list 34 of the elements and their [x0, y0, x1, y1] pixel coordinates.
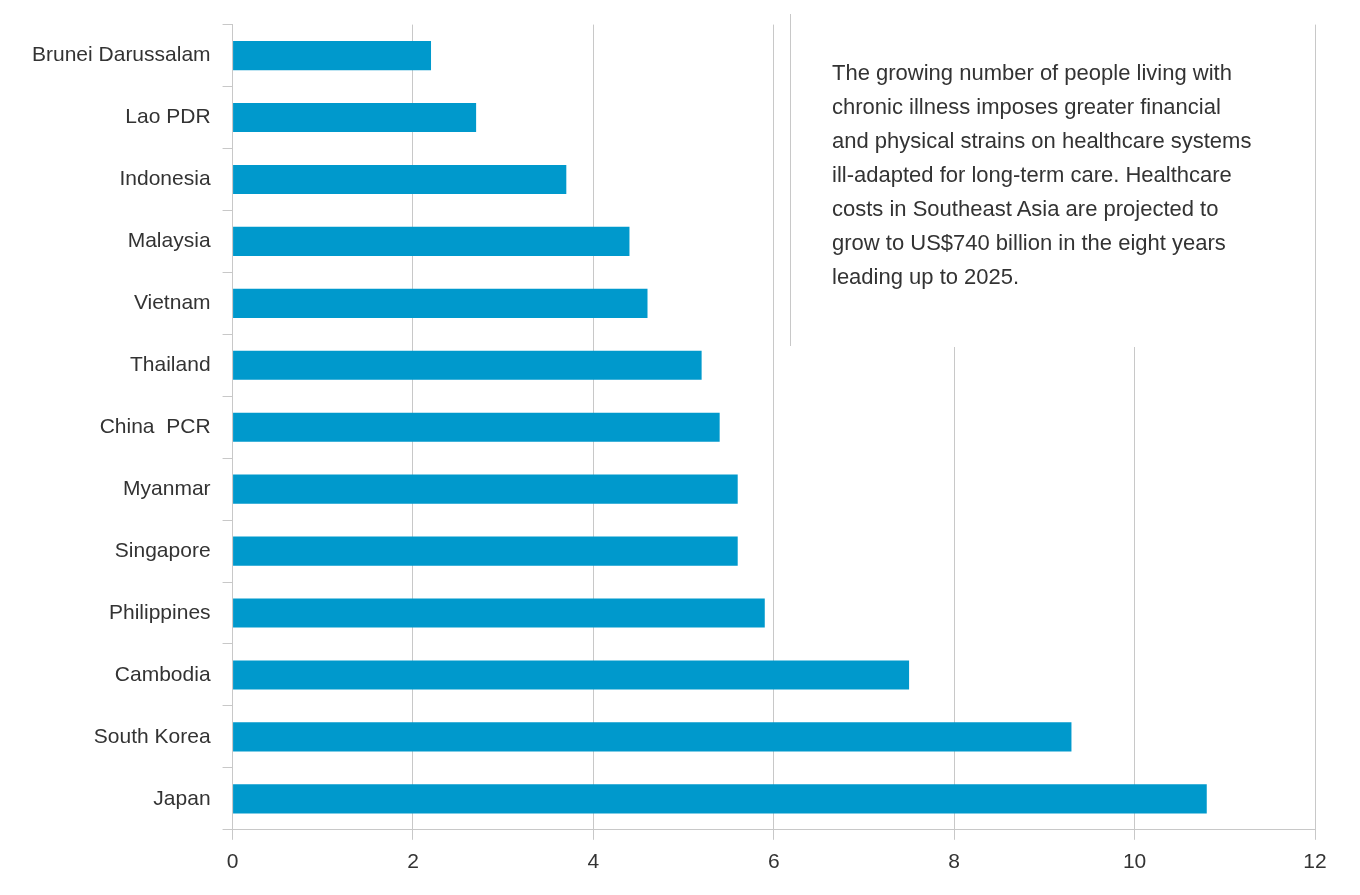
x-tick-label: 8 — [948, 849, 961, 873]
bar — [233, 784, 1207, 814]
bar — [233, 102, 477, 133]
bar — [233, 412, 720, 442]
y-tick-label: Indonesia — [119, 166, 211, 190]
x-tick-label: 4 — [587, 849, 600, 873]
bar — [233, 41, 432, 71]
y-tick-label: Malaysia — [127, 228, 211, 252]
y-tick-label: Cambodia — [114, 661, 211, 685]
y-tick-label: Singapore — [114, 537, 211, 561]
y-tick-label: South Korea — [93, 723, 211, 747]
y-tick-label: Thailand — [130, 352, 211, 376]
y-tick-label: Japan — [153, 785, 211, 809]
bar — [233, 226, 630, 256]
y-tick-label: Brunei Darussalam — [31, 42, 211, 66]
bar — [233, 288, 648, 318]
bar — [233, 660, 910, 690]
bar — [233, 722, 1072, 752]
y-tick-label: Vietnam — [133, 290, 211, 314]
annotation: The growing number of people living with chronic illness imposes greater financial and physical strains on healthcare systems ill-adapted for long-term care. Healthcare costs in Southeast Asia are projected to grow to US$740 billion in the eight years leading up to 2025. — [832, 59, 1252, 291]
x-tick-label: 10 — [1122, 849, 1147, 873]
bar — [233, 164, 567, 194]
x-tick-label: 6 — [767, 849, 780, 873]
x-tick-label: 12 — [1303, 849, 1327, 873]
bar — [233, 598, 765, 628]
y-tick-label: Myanmar — [123, 475, 211, 499]
bar — [233, 474, 738, 504]
y-tick-label: Philippines — [108, 599, 211, 623]
y-tick-label: Lao PDR — [125, 104, 211, 128]
x-tick-label: 2 — [407, 849, 419, 873]
x-tick-label: 0 — [226, 849, 239, 873]
bar — [233, 350, 702, 380]
bar — [233, 536, 738, 566]
y-tick-label: China PCR — [99, 414, 211, 437]
